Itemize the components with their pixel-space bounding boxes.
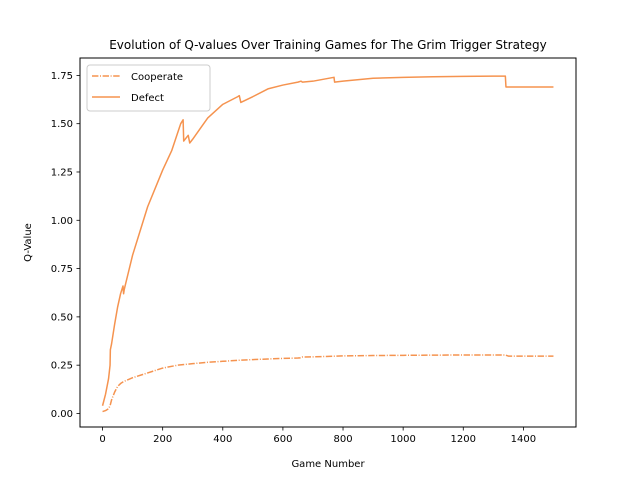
legend-label-defect: Defect	[131, 93, 164, 104]
plot-lines	[101, 75, 554, 413]
y-tick-label: 1.00	[51, 216, 73, 227]
x-tick-label: 200	[153, 434, 172, 445]
chart-title: Evolution of Q-values Over Training Game…	[109, 38, 547, 52]
y-tick-label: 1.50	[51, 119, 73, 130]
plot-frame	[79, 57, 577, 428]
y-tick-label: 0.75	[51, 264, 73, 275]
y-tick-label: 0.00	[51, 409, 73, 420]
x-axis: 0 200 400 600 800 1000 1200 1400	[99, 427, 536, 445]
y-tick-label: 0.25	[51, 361, 73, 372]
y-axis-label: Q-Value	[23, 223, 34, 262]
x-tick-label: 600	[273, 434, 292, 445]
y-tick-label: 1.25	[51, 167, 73, 178]
y-axis: 0.00 0.25 0.50 0.75 1.00 1.25 1.50 1.75	[51, 71, 80, 420]
y-tick-label: 1.75	[51, 71, 73, 82]
legend: Cooperate Defect	[86, 64, 211, 112]
x-tick-label: 800	[333, 434, 352, 445]
x-tick-label: 1400	[511, 434, 536, 445]
series-line-defect	[101, 75, 554, 406]
series-line-cooperate	[102, 354, 554, 413]
x-tick-label: 1200	[451, 434, 476, 445]
x-tick-label: 1000	[390, 434, 415, 445]
legend-label-cooperate: Cooperate	[131, 72, 183, 83]
x-axis-label: Game Number	[291, 459, 365, 470]
x-tick-label: 0	[99, 434, 105, 445]
x-tick-label: 400	[213, 434, 232, 445]
y-tick-label: 0.50	[51, 312, 73, 323]
